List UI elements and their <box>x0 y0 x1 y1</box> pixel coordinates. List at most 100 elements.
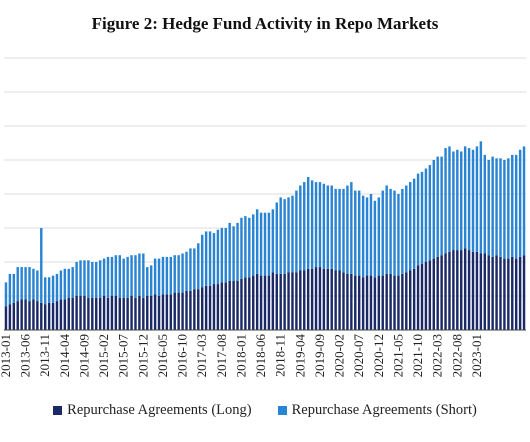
x-tick-label: 2016-10 <box>175 334 190 377</box>
bar-short <box>181 253 184 293</box>
bar-long <box>189 290 192 330</box>
bar-long <box>499 256 502 330</box>
bar-long <box>181 292 184 330</box>
bar-short <box>334 188 337 271</box>
bar-long <box>314 267 318 330</box>
bar-long <box>36 301 39 330</box>
bar-short <box>43 277 47 305</box>
bar-short <box>291 195 294 273</box>
bar-short <box>491 156 494 257</box>
bar-long <box>28 301 31 330</box>
bar-short <box>240 217 243 279</box>
bar-long <box>334 270 337 330</box>
bar-short <box>224 228 227 283</box>
bar-short <box>338 188 341 271</box>
bar-short <box>299 185 302 271</box>
bar-short <box>153 258 157 295</box>
bar-long <box>114 296 118 330</box>
bar-short <box>440 156 443 256</box>
bar-short <box>98 260 102 298</box>
legend-item-short: Repurchase Agreements (Short) <box>277 402 477 419</box>
bar-long <box>122 297 125 330</box>
bar-short <box>275 202 278 274</box>
x-tick-label: 2019-09 <box>312 334 327 377</box>
bar-short <box>373 200 377 278</box>
bar-long <box>95 297 98 330</box>
bar-long <box>161 294 165 330</box>
x-tick-label: 2014-09 <box>76 334 91 377</box>
bar-short <box>87 260 90 298</box>
bar-short <box>503 160 506 259</box>
bar-long <box>369 275 373 330</box>
bar-long <box>16 301 19 330</box>
bar-short <box>295 190 298 273</box>
bar-long <box>487 255 490 330</box>
bar-short <box>20 267 23 300</box>
bar-long <box>24 299 27 330</box>
bar-short <box>149 265 153 296</box>
bar-short <box>310 180 314 269</box>
bar-short <box>232 226 235 281</box>
bar-long <box>373 277 377 330</box>
bar-long <box>318 267 322 330</box>
bar-long <box>204 285 208 330</box>
bar-short <box>12 273 16 303</box>
bar-long <box>200 287 204 330</box>
bar-short <box>314 182 318 268</box>
bar-long <box>67 297 70 330</box>
bar-short <box>287 197 290 273</box>
bar-short <box>428 165 432 261</box>
legend-label-long: Repurchase Agreements (Long) <box>67 402 252 418</box>
bar-short <box>467 148 471 251</box>
bar-long <box>118 297 121 330</box>
bar-long <box>483 253 487 330</box>
bar-short <box>279 197 282 274</box>
x-tick-label: 2015-02 <box>96 334 111 377</box>
bar-short <box>342 188 345 273</box>
bar-long <box>440 255 443 330</box>
bar-long <box>514 258 518 330</box>
bar-short <box>71 267 74 298</box>
bar-short <box>102 258 106 296</box>
x-tick-label: 2013-06 <box>18 334 33 378</box>
bar-short <box>456 149 459 251</box>
x-tick-labels: 2013-01 2013-06 2013-11 2014-04 2014-09 2015-… <box>0 334 484 378</box>
bar-long <box>279 273 282 330</box>
bars <box>4 141 526 330</box>
bar-long <box>165 294 169 330</box>
bar-long <box>511 256 514 330</box>
bar-short <box>283 199 286 274</box>
bar-short <box>416 173 420 266</box>
x-tick-label: 2021-10 <box>410 334 425 377</box>
bar-long <box>420 263 424 330</box>
bar-short <box>244 216 247 278</box>
bar-short <box>346 185 349 274</box>
bar-short <box>303 182 306 271</box>
bar-long <box>12 302 16 330</box>
x-tick-label: 2022-03 <box>430 334 445 377</box>
bar-short <box>228 222 231 281</box>
bar-long <box>185 290 188 330</box>
bar-short <box>28 267 31 302</box>
bar-long <box>342 272 345 330</box>
bar-short <box>267 212 271 276</box>
bar-long <box>275 273 278 330</box>
bar-long <box>8 304 12 330</box>
bar-short <box>197 243 200 290</box>
bar-long <box>361 277 365 330</box>
bar-long <box>503 258 506 330</box>
bar-short <box>518 149 522 257</box>
bar-long <box>220 282 224 330</box>
bar-short <box>95 262 98 298</box>
bar-short <box>200 234 204 288</box>
bar-short <box>381 190 384 276</box>
bar-short <box>193 248 196 290</box>
bar-long <box>216 284 220 330</box>
bar-short <box>514 154 518 259</box>
bar-long <box>507 258 510 330</box>
bar-long <box>405 272 408 330</box>
bar-long <box>354 275 357 330</box>
bar-long <box>43 304 47 330</box>
bar-long <box>357 275 361 330</box>
bar-long <box>134 297 137 330</box>
